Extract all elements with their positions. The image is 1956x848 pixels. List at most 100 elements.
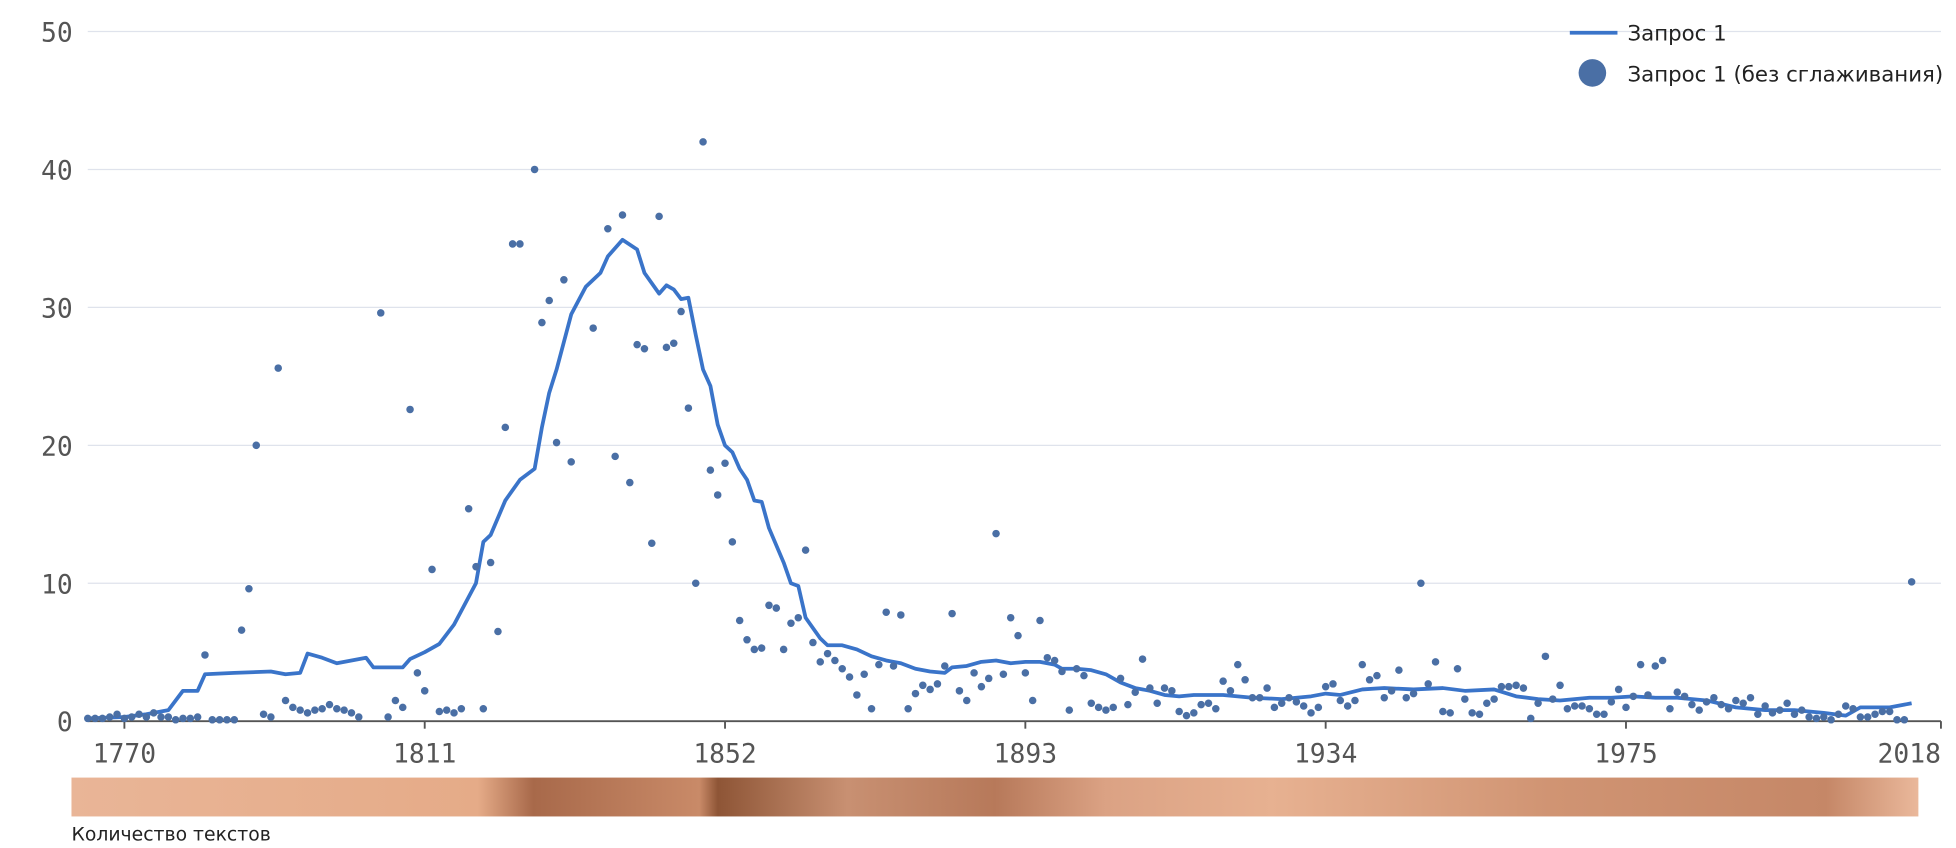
raw-point (1028, 696, 1037, 705)
raw-point (267, 713, 275, 721)
raw-point (98, 714, 107, 723)
raw-point (1768, 709, 1777, 717)
raw-point (984, 674, 993, 683)
raw-point (1146, 684, 1154, 692)
raw-point (611, 452, 619, 461)
raw-point (992, 529, 1000, 538)
raw-point (1190, 709, 1198, 717)
raw-point (1754, 710, 1762, 719)
raw-point (1050, 656, 1059, 665)
raw-point (801, 546, 810, 554)
raw-point (1138, 655, 1147, 663)
raw-point (757, 644, 766, 652)
raw-point (648, 539, 656, 548)
raw-point (1380, 693, 1389, 702)
raw-point (1307, 709, 1315, 717)
raw-point (1431, 658, 1440, 666)
raw-point (237, 626, 246, 634)
raw-point (1087, 699, 1096, 707)
raw-point (1263, 684, 1271, 692)
raw-point (333, 704, 341, 713)
raw-point (318, 704, 326, 713)
raw-point (882, 608, 890, 616)
raw-point (626, 478, 634, 487)
text-count-strip (71, 777, 1919, 817)
raw-point (1036, 616, 1044, 625)
raw-point (347, 709, 356, 717)
raw-point (699, 138, 707, 146)
raw-point (1387, 687, 1396, 695)
raw-point (1556, 681, 1564, 690)
x-tick-label: 1893 (994, 740, 1057, 770)
raw-point (325, 700, 334, 709)
raw-point (1527, 714, 1535, 723)
raw-point (1666, 704, 1674, 713)
raw-point (1292, 698, 1301, 706)
raw-point (1512, 681, 1520, 690)
raw-point (230, 716, 239, 724)
raw-point (743, 636, 751, 644)
raw-point (1124, 700, 1132, 709)
raw-point (655, 212, 663, 221)
raw-point (340, 706, 348, 714)
raw-point (823, 649, 832, 658)
raw-point (560, 276, 568, 284)
raw-point (860, 670, 868, 679)
raw-point (142, 713, 151, 721)
raw-point (1131, 688, 1139, 696)
raw-point (296, 706, 304, 714)
raw-point (289, 703, 297, 712)
raw-point (1175, 707, 1183, 716)
raw-point (442, 706, 451, 714)
raw-point (904, 704, 912, 713)
raw-point (1893, 716, 1901, 724)
raw-point (970, 669, 978, 677)
raw-point (948, 609, 956, 618)
raw-point (567, 458, 575, 466)
raw-point (1395, 666, 1403, 674)
raw-point (252, 441, 261, 450)
raw-point (1702, 698, 1711, 706)
raw-point (1475, 710, 1484, 719)
raw-point (552, 438, 561, 447)
raw-point (955, 687, 964, 695)
raw-point (662, 343, 671, 352)
raw-point (1732, 696, 1740, 705)
raw-point (831, 656, 839, 665)
raw-point (706, 466, 715, 474)
raw-point (508, 240, 517, 248)
raw-point (113, 710, 121, 719)
raw-point (1798, 706, 1806, 714)
raw-point (1226, 687, 1235, 695)
raw-point (1277, 699, 1286, 707)
raw-point (604, 225, 612, 233)
raw-point (1006, 613, 1015, 622)
y-tick-label: 10 (41, 570, 73, 600)
raw-point (765, 601, 773, 610)
raw-point (750, 645, 759, 654)
x-tick-label: 1811 (393, 740, 456, 770)
raw-point (1102, 706, 1110, 714)
raw-point (1614, 685, 1623, 694)
raw-point (962, 696, 971, 705)
raw-point (669, 339, 678, 348)
raw-point (1021, 669, 1030, 677)
raw-point (311, 706, 319, 714)
raw-point (772, 604, 781, 612)
raw-point (406, 405, 414, 414)
raw-point (538, 318, 546, 327)
raw-point (1849, 704, 1857, 713)
raw-point (1636, 660, 1645, 669)
legend-label: Запрос 1 (1627, 21, 1726, 46)
y-tick-label: 50 (41, 19, 73, 49)
raw-point (1673, 688, 1682, 696)
raw-point (1746, 693, 1755, 702)
raw-point (479, 704, 488, 713)
raw-point (941, 662, 949, 670)
raw-point (816, 658, 825, 666)
raw-point (1329, 680, 1337, 688)
raw-point (1483, 699, 1491, 707)
raw-point (1629, 692, 1638, 701)
raw-point (926, 685, 934, 694)
